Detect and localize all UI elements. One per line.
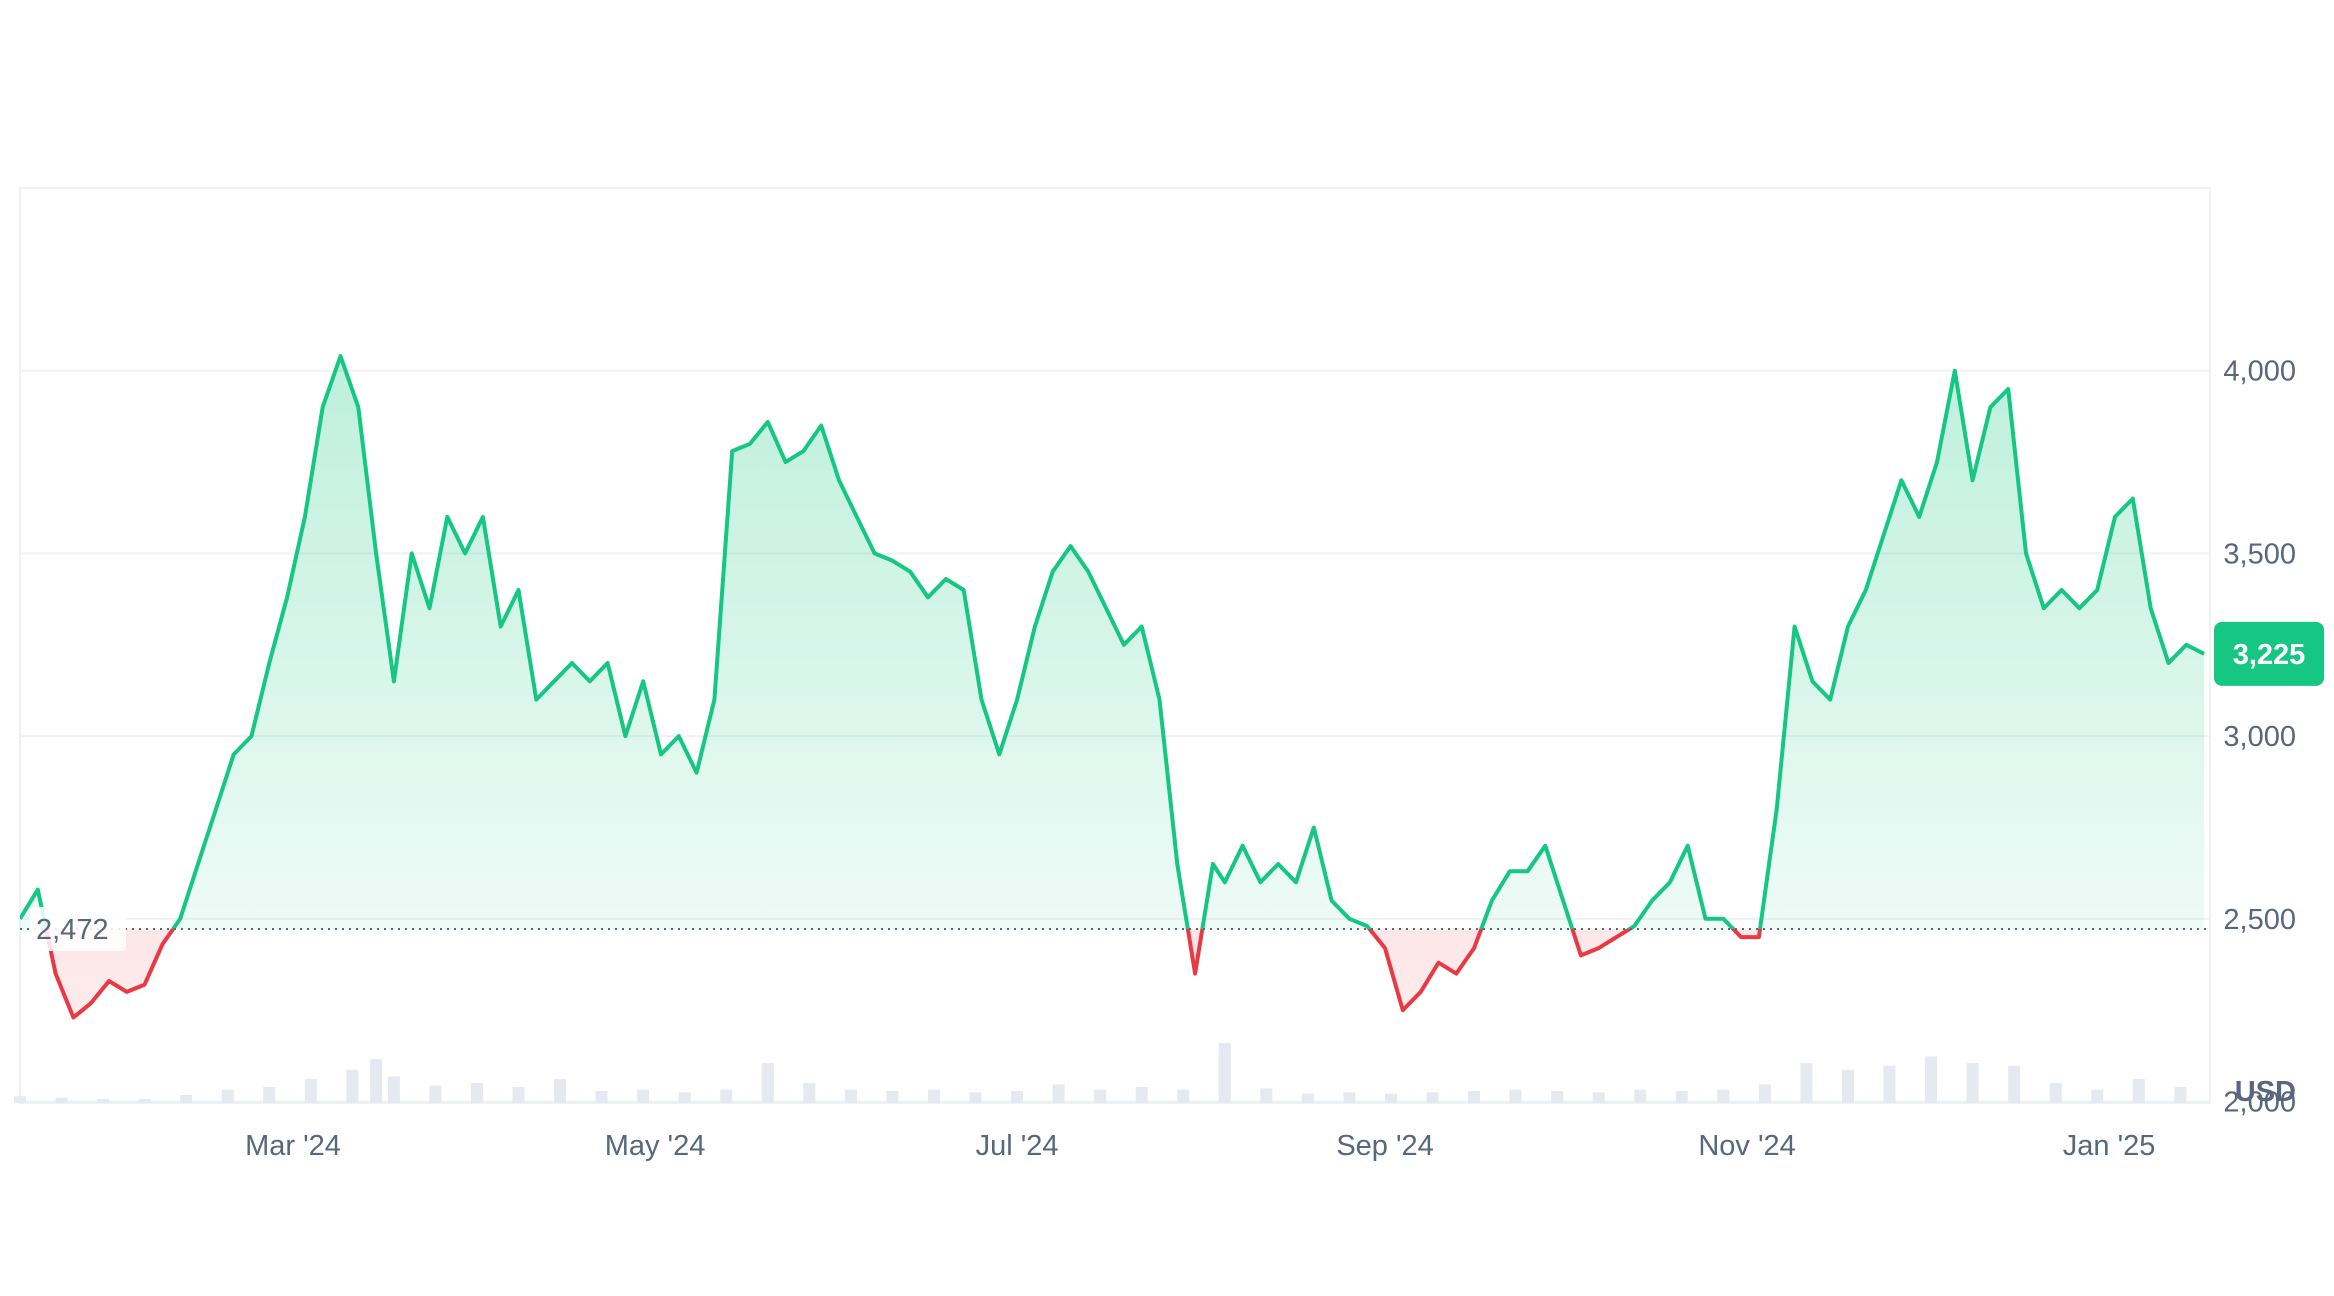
price-areas [20, 356, 2205, 1018]
volume-bar [554, 1079, 567, 1103]
volume-bar [1634, 1089, 1647, 1103]
volume-bar [844, 1089, 857, 1103]
volume-bar [1800, 1063, 1813, 1103]
volume-bar [1675, 1091, 1688, 1103]
x-tick-label: May '24 [605, 1130, 706, 1162]
volume-bar [1758, 1084, 1771, 1103]
volume-bar [969, 1092, 982, 1103]
volume-bar [2091, 1089, 2104, 1103]
x-axis: Mar '24 May '24 Jul '24 Sep '24 Nov '24 Jan '… [245, 1130, 2155, 1162]
volume-bar [1426, 1092, 1439, 1103]
volume-bar [1966, 1063, 1979, 1103]
price-lines [20, 354, 2206, 1020]
baseline-label: 2,472 [36, 914, 109, 946]
area-up [20, 356, 2205, 930]
volume-bar [470, 1083, 483, 1103]
volume-bar [1468, 1091, 1481, 1103]
volume-bar [1011, 1091, 1024, 1103]
volume-bar [55, 1097, 68, 1103]
volume-bar [1218, 1043, 1231, 1103]
y-tick-label: 4,000 [2223, 356, 2296, 388]
volume-bar [221, 1089, 234, 1103]
volume-bar [678, 1092, 691, 1103]
volume-bar [2008, 1065, 2021, 1103]
volume-bars [14, 1043, 2187, 1103]
volume-bar [927, 1089, 940, 1103]
volume-bar [1094, 1089, 1107, 1103]
x-tick-label: Sep '24 [1336, 1130, 1433, 1162]
volume-bar [1883, 1065, 1896, 1103]
volume-bar [1343, 1092, 1356, 1103]
volume-bar [429, 1085, 442, 1103]
volume-bar [1177, 1089, 1190, 1103]
volume-bar [1301, 1093, 1314, 1103]
baseline: 2,472 [20, 907, 2210, 952]
last-price-badge: 3,225 [2214, 621, 2324, 686]
x-tick-label: Nov '24 [1698, 1130, 1795, 1162]
y-tick-label: 3,500 [2223, 538, 2296, 570]
y-tick-label: 3,000 [2223, 721, 2296, 753]
volume-bar [1135, 1087, 1148, 1103]
volume-bar [2049, 1083, 2062, 1103]
y-tick-label: 2,500 [2223, 904, 2296, 936]
volume-bar [2132, 1079, 2145, 1103]
volume-bar [180, 1095, 193, 1103]
volume-bar [97, 1099, 110, 1103]
price-line-up [20, 354, 2206, 930]
x-tick-label: Mar '24 [245, 1130, 341, 1162]
volume-bar [595, 1091, 608, 1103]
volume-bar [1260, 1088, 1273, 1103]
volume-bar [512, 1087, 525, 1103]
currency-unit-label: USD [2235, 1076, 2296, 1108]
volume-bar [761, 1063, 774, 1103]
last-price-badge-bg [2214, 621, 2324, 686]
volume-bar [1551, 1091, 1564, 1103]
volume-bar [1509, 1089, 1522, 1103]
x-tick-label: Jan '25 [2063, 1130, 2156, 1162]
y-tick-label: 2,000 [2223, 1087, 2296, 1119]
baseline-label-bg [30, 907, 126, 952]
x-tick-label: Jul '24 [976, 1130, 1059, 1162]
volume-bar [2174, 1087, 2187, 1103]
volume-bar [14, 1096, 26, 1103]
volume-bar [387, 1076, 400, 1103]
volume-bar [263, 1087, 276, 1103]
last-price-label: 3,225 [2233, 639, 2306, 671]
volume-bar [138, 1099, 151, 1103]
volume-bar [1592, 1092, 1605, 1103]
volume-bar [637, 1089, 650, 1103]
volume-bar [720, 1089, 733, 1103]
volume-bar [1717, 1089, 1730, 1103]
volume-bar [1925, 1056, 1938, 1103]
volume-bar [1384, 1093, 1397, 1103]
plot-frame [19, 187, 2211, 1104]
volume-bar [304, 1079, 317, 1103]
volume-bar [886, 1091, 899, 1103]
volume-bar [1841, 1069, 1854, 1103]
volume-bar [803, 1083, 816, 1103]
y-axis: 2,000 2,500 3,000 3,500 4,000 [2223, 356, 2296, 1119]
volume-bar [346, 1069, 359, 1103]
volume-bar [1052, 1084, 1065, 1103]
volume-bar [370, 1059, 383, 1103]
